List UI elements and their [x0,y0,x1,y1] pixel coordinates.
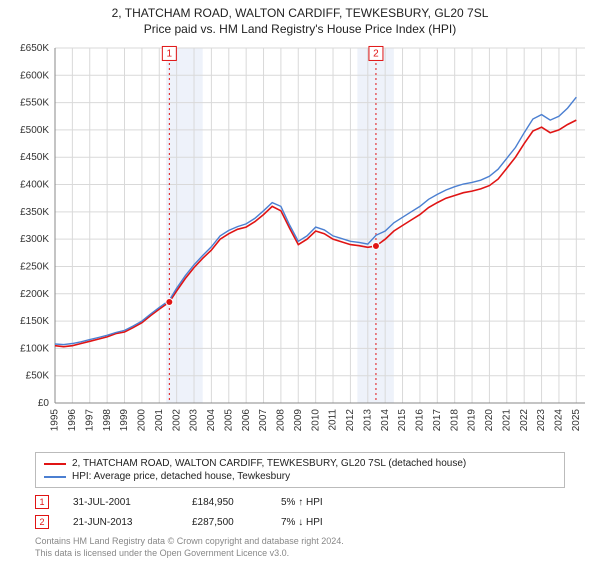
x-tick-label: 2003 [189,409,200,432]
x-tick-label: 2005 [223,409,234,432]
chart: £0 £50K £100K £150K £200K £250K £300K £350K £400… [0,38,600,448]
y-tick-label: £50K [26,371,50,382]
y-tick-label: £300K [20,234,49,245]
x-tick-label: 2000 [137,409,148,432]
titles: 2, THATCHAM ROAD, WALTON CARDIFF, TEWKES… [0,0,600,38]
x-tick-label: 2025 [571,409,582,432]
event-date: 21-JUN-2013 [73,517,168,528]
title-main: 2, THATCHAM ROAD, WALTON CARDIFF, TEWKES… [10,6,590,20]
legend-label: 2, THATCHAM ROAD, WALTON CARDIFF, TEWKES… [72,458,466,469]
y-tick-label: £150K [20,316,49,327]
x-tick-label: 2002 [171,409,182,432]
x-tick-label: 1996 [67,409,78,432]
event-hpi: 5% ↑ HPI [281,497,361,508]
event-point [166,298,173,305]
legend-swatch [44,463,66,465]
x-tick-label: 2022 [519,409,530,432]
x-tick-label: 2016 [415,409,426,432]
y-tick-label: £350K [20,207,49,218]
x-tick-label: 2021 [501,409,512,432]
x-tick-label: 2010 [310,409,321,432]
chart-svg: £0 £50K £100K £150K £200K £250K £300K £350K £400… [0,38,600,448]
x-tick-label: 1997 [84,409,95,432]
event-marker-label: 2 [373,48,379,59]
legend: 2, THATCHAM ROAD, WALTON CARDIFF, TEWKES… [35,452,565,488]
footer-line1: Contains HM Land Registry data © Crown c… [35,536,565,548]
event-row: 2 21-JUN-2013 £287,500 7% ↓ HPI [35,512,565,532]
legend-swatch [44,476,66,478]
x-tick-label: 2011 [328,409,339,431]
event-hpi: 7% ↓ HPI [281,517,361,528]
legend-row: 2, THATCHAM ROAD, WALTON CARDIFF, TEWKES… [44,457,556,470]
x-tick-label: 2020 [484,409,495,432]
event-marker: 2 [35,515,49,529]
y-tick-label: £550K [20,98,49,109]
x-tick-label: 2015 [397,409,408,432]
x-tick-label: 2014 [380,409,391,432]
y-tick-label: £200K [20,289,49,300]
footer-line2: This data is licensed under the Open Gov… [35,548,565,560]
x-tick-label: 2019 [467,409,478,432]
event-point [372,242,379,249]
x-tick-label: 2006 [241,409,252,432]
y-tick-label: £650K [20,43,49,54]
x-tick-label: 2024 [554,409,565,432]
event-price: £184,950 [192,497,257,508]
event-row: 1 31-JUL-2001 £184,950 5% ↑ HPI [35,492,565,512]
event-marker-label: 1 [167,48,173,59]
x-tick-label: 1999 [119,409,130,432]
y-tick-label: £100K [20,343,49,354]
x-tick-label: 2017 [432,409,443,432]
y-tick-label: £500K [20,125,49,136]
y-tick-label: £450K [20,152,49,163]
chart-container: 2, THATCHAM ROAD, WALTON CARDIFF, TEWKES… [0,0,600,559]
x-tick-label: 2007 [258,409,269,432]
y-tick-label: £250K [20,261,49,272]
x-tick-label: 2009 [293,409,304,432]
x-tick-label: 2004 [206,409,217,432]
x-tick-label: 2001 [154,409,165,432]
title-sub: Price paid vs. HM Land Registry's House … [10,22,590,36]
x-tick-label: 1998 [102,409,113,432]
footer: Contains HM Land Registry data © Crown c… [35,536,565,559]
x-tick-label: 2008 [276,409,287,432]
x-tick-label: 2013 [362,409,373,432]
x-tick-label: 1995 [50,409,61,432]
x-tick-label: 2018 [449,409,460,432]
event-price: £287,500 [192,517,257,528]
y-tick-label: £0 [38,398,50,409]
x-tick-label: 2012 [345,409,356,432]
y-tick-label: £600K [20,70,49,81]
event-marker: 1 [35,495,49,509]
event-date: 31-JUL-2001 [73,497,168,508]
y-tick-label: £400K [20,180,49,191]
events-table: 1 31-JUL-2001 £184,950 5% ↑ HPI 2 21-JUN-2013… [35,492,565,532]
legend-label: HPI: Average price, detached house, Tewk… [72,471,290,482]
legend-row: HPI: Average price, detached house, Tewk… [44,470,556,483]
x-tick-label: 2023 [536,409,547,432]
